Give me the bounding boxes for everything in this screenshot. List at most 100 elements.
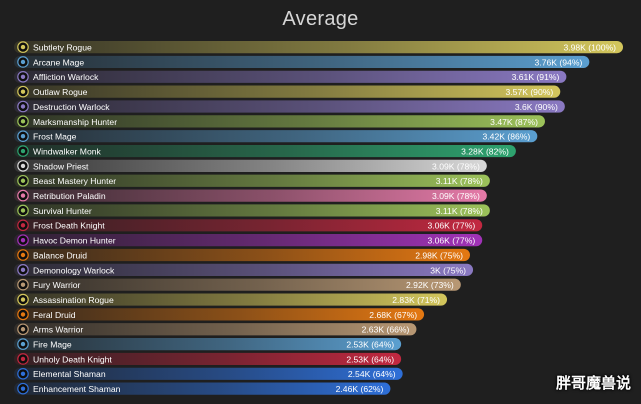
bar-category-label: Elemental Shaman bbox=[33, 369, 106, 379]
bar-category-label: Outlaw Rogue bbox=[33, 87, 88, 97]
bar-row: Feral Druid 2.68K (67%) bbox=[14, 308, 425, 321]
bar-category-label: Subtlety Rogue bbox=[33, 43, 92, 53]
bar-category-label: Shadow Priest bbox=[33, 161, 89, 171]
lightning-icon bbox=[17, 367, 29, 380]
bar bbox=[14, 130, 538, 143]
bar-category-label: Demonology Warlock bbox=[33, 265, 115, 275]
shadow-icon bbox=[17, 160, 29, 172]
bar bbox=[14, 144, 516, 158]
sword-icon bbox=[17, 85, 29, 98]
bar-value-label: 3.06K (77%) bbox=[427, 221, 475, 231]
bar bbox=[14, 115, 545, 128]
bar-row: Affliction Warlock 3.61K (91%) bbox=[14, 70, 567, 83]
dagger-icon bbox=[17, 41, 29, 53]
bar-value-label: 3.61K (91%) bbox=[512, 72, 560, 82]
bar-row: Destruction Warlock 3.6K (90%) bbox=[14, 100, 565, 113]
bar-category-label: Balance Druid bbox=[33, 250, 87, 260]
bar-row: Fire Mage 2.53K (64%) bbox=[14, 338, 402, 351]
poison-icon bbox=[17, 293, 29, 306]
bar-category-label: Assassination Rogue bbox=[33, 295, 114, 305]
bar-value-label: 3.42K (86%) bbox=[483, 132, 531, 142]
bar-value-label: 3.98K (100%) bbox=[563, 43, 616, 53]
bar bbox=[14, 352, 402, 366]
hammer-icon bbox=[17, 189, 29, 202]
demon-icon bbox=[17, 234, 29, 246]
bar-value-label: 3.76K (94%) bbox=[535, 57, 583, 67]
bar-row: Frost Mage 3.42K (86%) bbox=[14, 130, 538, 143]
bar bbox=[14, 204, 490, 217]
bar-row: Subtlety Rogue 3.98K (100%) bbox=[14, 41, 623, 54]
bar-category-label: Beast Mastery Hunter bbox=[33, 176, 116, 186]
axe-icon bbox=[17, 278, 29, 291]
bar-value-label: 2.53K (64%) bbox=[346, 354, 394, 364]
bar bbox=[14, 338, 402, 351]
bar-value-label: 3.11K (78%) bbox=[436, 206, 483, 216]
totem-icon bbox=[17, 382, 29, 395]
bar-category-label: Enhancement Shaman bbox=[33, 384, 121, 394]
bar bbox=[14, 174, 490, 187]
bar-category-label: Affliction Warlock bbox=[33, 72, 99, 82]
bar bbox=[14, 41, 623, 54]
bar-category-label: Windwalker Monk bbox=[33, 146, 102, 156]
bar-category-label: Fury Warrior bbox=[33, 280, 81, 290]
bar-row: Havoc Demon Hunter 3.06K (77%) bbox=[14, 234, 483, 247]
bar bbox=[14, 159, 487, 172]
bar-row: Arms Warrior 2.63K (66%) bbox=[14, 323, 417, 336]
bar bbox=[14, 248, 470, 262]
bar-row: Balance Druid 2.98K (75%) bbox=[14, 248, 470, 262]
bar-row: Elemental Shaman 2.54K (64%) bbox=[14, 367, 403, 380]
imp-icon bbox=[17, 264, 29, 276]
bar-value-label: 2.63K (66%) bbox=[362, 325, 410, 335]
bar-category-label: Marksmanship Hunter bbox=[33, 117, 117, 127]
bar-value-label: 3.28K (82%) bbox=[461, 146, 509, 156]
frost-rune-icon bbox=[17, 219, 29, 232]
bar-category-label: Arms Warrior bbox=[33, 325, 83, 335]
bar-row: Marksmanship Hunter 3.47K (87%) bbox=[14, 115, 545, 128]
bar-category-label: Frost Death Knight bbox=[33, 221, 105, 231]
bar-value-label: 2.68K (67%) bbox=[369, 310, 417, 320]
bar-row: Demonology Warlock 3K (75%) bbox=[14, 263, 474, 276]
bar bbox=[14, 308, 425, 321]
fist-icon bbox=[17, 145, 29, 157]
bar-category-label: Fire Mage bbox=[33, 340, 72, 350]
bar-row: Beast Mastery Hunter 3.11K (78%) bbox=[14, 174, 490, 187]
bar-value-label: 3.57K (90%) bbox=[505, 87, 553, 97]
bar-value-label: 3K (75%) bbox=[430, 265, 466, 275]
claw-icon bbox=[17, 308, 29, 321]
bar-value-label: 3.47K (87%) bbox=[490, 117, 538, 127]
bar-row: Outlaw Rogue 3.57K (90%) bbox=[14, 85, 561, 98]
snowflake-icon bbox=[17, 130, 29, 142]
bar bbox=[14, 382, 391, 395]
bar bbox=[14, 263, 474, 276]
bar-row: Fury Warrior 2.92K (73%) bbox=[14, 278, 461, 291]
fireball-icon bbox=[17, 338, 29, 350]
bar-value-label: 2.54K (64%) bbox=[348, 369, 396, 379]
bar-row: Frost Death Knight 3.06K (77%) bbox=[14, 219, 483, 232]
bar-category-label: Survival Hunter bbox=[33, 206, 92, 216]
arrow-icon bbox=[17, 115, 29, 128]
bar-value-label: 3.09K (78%) bbox=[432, 191, 480, 201]
fire-icon bbox=[17, 100, 29, 113]
sword-icon bbox=[17, 323, 29, 336]
skull-icon bbox=[17, 71, 29, 83]
beast-icon bbox=[17, 174, 29, 187]
bar-value-label: 3.06K (77%) bbox=[427, 236, 475, 246]
bar bbox=[14, 278, 461, 291]
bar-value-label: 2.53K (64%) bbox=[346, 340, 394, 350]
bar bbox=[14, 234, 483, 247]
bar bbox=[14, 85, 561, 98]
arcane-icon bbox=[17, 56, 29, 68]
bar bbox=[14, 219, 483, 232]
moon-icon bbox=[17, 249, 29, 261]
bar-value-label: 2.83K (71%) bbox=[392, 295, 440, 305]
bar bbox=[14, 293, 448, 306]
bar-row: Shadow Priest 3.09K (78%) bbox=[14, 159, 487, 172]
bar-row: Unholy Death Knight 2.53K (64%) bbox=[14, 352, 402, 366]
bar-row: Arcane Mage 3.76K (94%) bbox=[14, 55, 590, 69]
watermark: 胖哥魔兽说 bbox=[555, 374, 631, 392]
bar bbox=[14, 189, 487, 202]
bar-category-label: Arcane Mage bbox=[33, 57, 84, 67]
bar-category-label: Havoc Demon Hunter bbox=[33, 236, 116, 246]
bar bbox=[14, 367, 403, 380]
